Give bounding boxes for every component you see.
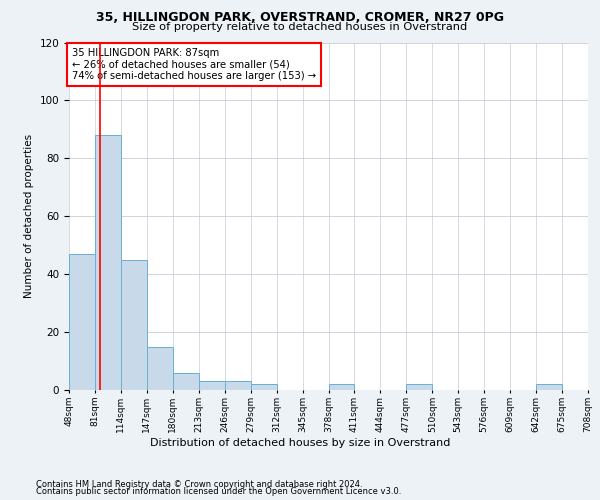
Bar [121,260,147,390]
Bar [199,382,224,390]
Bar [69,254,95,390]
Text: 35 HILLINGDON PARK: 87sqm
← 26% of detached houses are smaller (54)
74% of semi-: 35 HILLINGDON PARK: 87sqm ← 26% of detac… [71,48,316,81]
Text: Distribution of detached houses by size in Overstrand: Distribution of detached houses by size … [150,438,450,448]
Bar [95,135,121,390]
Text: Contains public sector information licensed under the Open Government Licence v3: Contains public sector information licen… [36,488,401,496]
Text: Size of property relative to detached houses in Overstrand: Size of property relative to detached ho… [133,22,467,32]
Y-axis label: Number of detached properties: Number of detached properties [24,134,34,298]
Bar [536,384,562,390]
Text: 35, HILLINGDON PARK, OVERSTRAND, CROMER, NR27 0PG: 35, HILLINGDON PARK, OVERSTRAND, CROMER,… [96,11,504,24]
Bar [251,384,277,390]
Text: Contains HM Land Registry data © Crown copyright and database right 2024.: Contains HM Land Registry data © Crown c… [36,480,362,489]
Bar [147,346,173,390]
Bar [329,384,355,390]
Bar [173,372,199,390]
Bar [406,384,432,390]
Bar [224,382,251,390]
